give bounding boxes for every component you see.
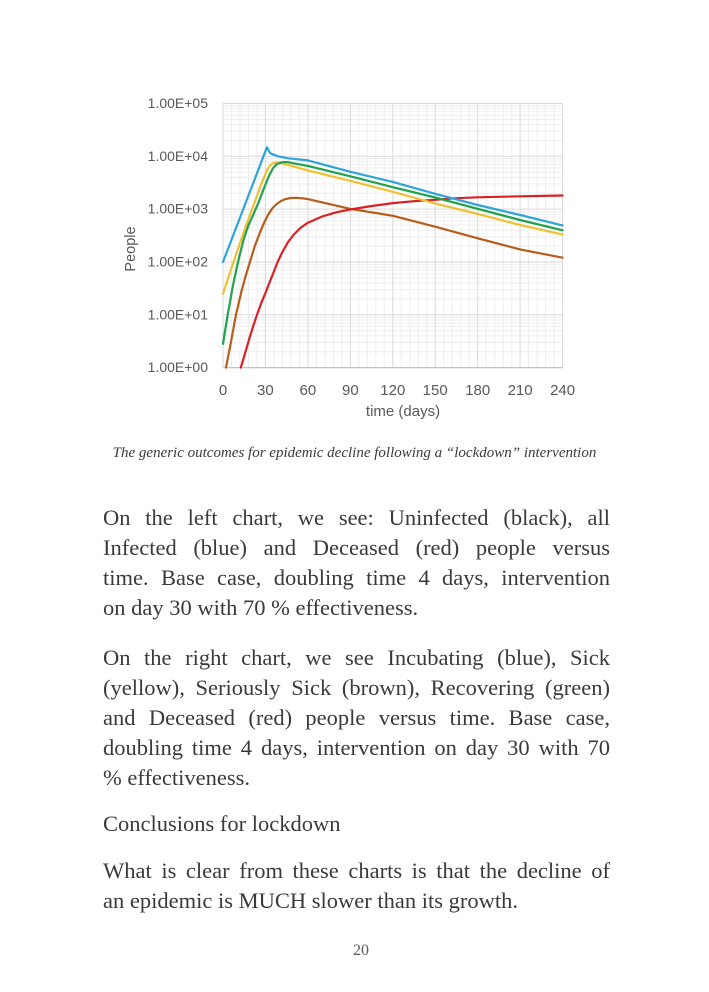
svg-text:1.00E+02: 1.00E+02 (148, 254, 209, 270)
svg-text:180: 180 (465, 382, 490, 399)
svg-text:1.00E+00: 1.00E+00 (148, 359, 209, 375)
svg-text:1.00E+01: 1.00E+01 (148, 306, 209, 322)
svg-text:90: 90 (342, 382, 359, 399)
svg-text:210: 210 (508, 382, 533, 399)
svg-text:240: 240 (550, 382, 575, 399)
svg-text:1.00E+04: 1.00E+04 (148, 148, 209, 164)
svg-text:People: People (123, 226, 139, 271)
svg-text:0: 0 (219, 382, 227, 399)
svg-text:120: 120 (380, 382, 405, 399)
svg-text:30: 30 (257, 382, 274, 399)
svg-text:1.00E+05: 1.00E+05 (148, 95, 209, 111)
svg-text:1.00E+03: 1.00E+03 (148, 201, 209, 217)
svg-text:150: 150 (423, 382, 448, 399)
svg-text:60: 60 (300, 382, 317, 399)
svg-text:time (days): time (days) (366, 403, 440, 420)
